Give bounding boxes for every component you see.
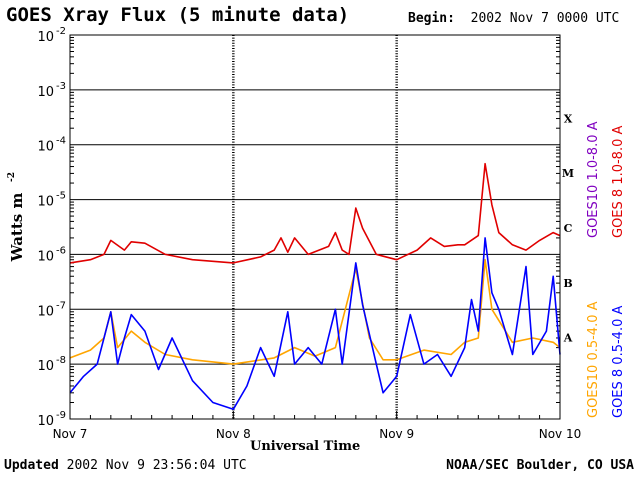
flare-class-C: C [564,222,573,235]
y-tick-exponent: -6 [56,245,66,256]
updated-label: Updated [4,458,59,473]
y-tick-label: 10 [37,304,54,319]
y-tick-exponent: -5 [56,191,66,202]
flare-class-B: B [563,277,572,290]
y-tick-exponent: -2 [56,26,66,37]
begin-label: Begin: [408,11,455,26]
y-axis-title: Watts m [8,193,26,263]
flare-class-X: X [564,112,573,125]
updated-value: 2002 Nov 9 23:56:04 UTC [66,458,247,473]
series-line-3 [69,237,561,411]
series-line-1 [69,162,561,264]
legend-entry: GOES10 0.5-4.0 A [586,301,601,418]
x-tick-label: Nov 10 [539,427,582,441]
y-tick-exponent: -8 [56,355,66,366]
y-tick-label: 10 [37,140,54,155]
y-tick-label: 10 [37,195,54,210]
y-tick-exponent: -9 [56,410,66,421]
y-tick-label: 10 [37,85,54,100]
y-tick-exponent: -7 [56,300,66,311]
y-tick-labels: 10-210-310-410-510-610-710-810-9 [37,26,66,429]
legend: GOES10 1.0-8.0 A GOES 8 1.0-8.0 A GOES10 0… [586,121,626,418]
x-axis-label: Universal Time [250,439,361,454]
organization: NOAA/SEC Boulder, CO USA [446,458,634,473]
y-tick-label: 10 [37,249,54,264]
flare-class-M: M [562,167,574,180]
begin-value: 2002 Nov 7 0000 UTC [470,11,620,26]
y-axis-unit-sup: -2 [7,172,17,182]
x-tick-label: Nov 8 [216,427,251,441]
axis-ticks [69,37,561,419]
flare-class-A: A [563,332,573,345]
series-lines [69,162,561,411]
chart-title: GOES Xray Flux (5 minute data) [6,4,350,26]
legend-entry: GOES 8 0.5-4.0 A [611,306,626,418]
legend-entry: GOES10 1.0-8.0 A [586,121,601,238]
grid-lines [70,35,560,419]
begin-info: Begin: 2002 Nov 7 0000 UTC [408,11,619,26]
flare-class-labels: X M C B A [562,112,574,344]
series-line-2 [69,258,561,365]
legend-entry: GOES 8 1.0-8.0 A [611,126,626,238]
x-tick-label: Nov 7 [53,427,88,441]
y-tick-label: 10 [37,30,54,45]
y-axis-label: Watts m [8,193,26,263]
y-tick-exponent: -4 [56,136,66,147]
y-tick-label: 10 [37,359,54,374]
y-tick-exponent: -3 [56,81,66,92]
updated-info: Updated 2002 Nov 9 23:56:04 UTC [4,458,247,473]
x-tick-labels: Nov 7 Nov 8 Nov 9 Nov 10 [53,427,582,441]
y-tick-label: 10 [37,414,54,429]
plot-frame [69,34,561,420]
x-tick-label: Nov 9 [379,427,414,441]
